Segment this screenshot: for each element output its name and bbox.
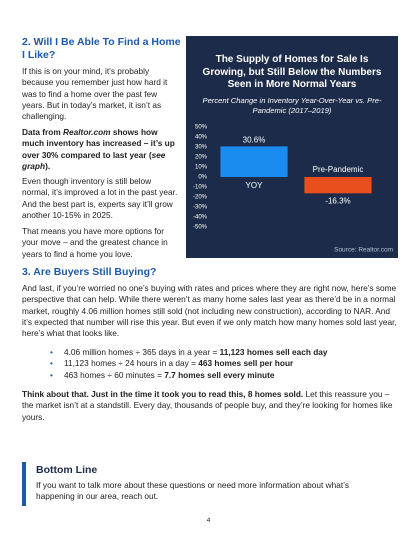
section-heading: 2. Will I Be Able To Find a Home I Like?: [22, 36, 181, 61]
text: ).: [45, 160, 51, 171]
text: 11,123 homes ÷ 24 hours in a day =: [64, 358, 199, 369]
callout-heading: Bottom Line: [36, 464, 98, 476]
y-tick-label: -50%: [193, 225, 208, 231]
chart-title: The Supply of Homes for Sale Is Growing,…: [202, 54, 382, 90]
page-number: 4: [206, 517, 211, 524]
text: Data from: [22, 127, 64, 137]
y-tick-label: 20%: [195, 155, 208, 161]
text: If this is on your mind, it’s probably b…: [22, 66, 168, 122]
category-label: YOY: [246, 181, 264, 190]
bullet: 463 homes ÷ 60 minutes = 7.7 homes sell …: [50, 369, 394, 382]
text: shows how much inventory has increased –…: [22, 127, 175, 160]
chart-source: Source: Realtor.com: [334, 247, 393, 254]
paragraph: Think about that. Just in the time it to…: [22, 389, 398, 423]
category-label: Pre-Pandemic: [313, 165, 364, 174]
bullet: 4.06 million homes ÷ 365 days in a year …: [50, 347, 394, 359]
callout-bar: [22, 462, 26, 506]
paragraph: Data from Realtor.com shows how much inv…: [22, 127, 180, 172]
value-label: -16.3%: [325, 196, 350, 205]
paragraph: That means you have more options for you…: [22, 226, 180, 260]
value-label: 30.6%: [243, 136, 266, 145]
text: Realtor.com: [63, 127, 111, 137]
text: Even though inventory is still below nor…: [22, 176, 178, 220]
y-tick-label: -40%: [193, 215, 208, 221]
chart-subtitle: Percent Change in Inventory Year-Over-Ye…: [202, 96, 382, 115]
y-tick-label: -20%: [193, 195, 208, 201]
bullet: 11,123 homes ÷ 24 hours in a day = 463 h…: [50, 358, 394, 370]
text: Think about that. Just in the time it to…: [22, 389, 304, 399]
text: 4.06 million homes ÷ 365 days in a year …: [64, 347, 220, 357]
y-tick-label: -10%: [193, 185, 208, 191]
text: 7.7 homes sell every minute: [164, 369, 275, 380]
y-tick-label: 40%: [195, 135, 208, 141]
y-tick-label: 30%: [195, 145, 208, 151]
bullet-list: 4.06 million homes ÷ 365 days in a year …: [50, 347, 394, 382]
text: Let this reassure you – the market isn’t…: [22, 389, 393, 422]
bar: [304, 177, 372, 194]
text: 11,123 homes sell each day: [219, 347, 328, 357]
text: 463 homes ÷ 60 minutes =: [64, 369, 165, 380]
section-heading: 3. Are Buyers Still Buying?: [22, 266, 157, 278]
y-tick-label: 50%: [195, 125, 208, 131]
y-tick-label: 10%: [195, 165, 208, 171]
text: That means you have more options for you…: [22, 226, 168, 259]
text: see graph: [22, 149, 166, 171]
y-tick-label: 0%: [198, 175, 207, 181]
bar: [220, 146, 288, 177]
y-tick-label: -30%: [193, 205, 208, 211]
text: 463 homes sell per hour: [198, 358, 294, 369]
paragraph: If this is on your mind, it’s probably b…: [22, 66, 180, 122]
paragraph: Even though inventory is still below nor…: [22, 176, 180, 221]
paragraph: And last, if you’re worried no one’s buy…: [22, 283, 397, 339]
callout-text: If you want to talk more about these que…: [36, 480, 350, 502]
